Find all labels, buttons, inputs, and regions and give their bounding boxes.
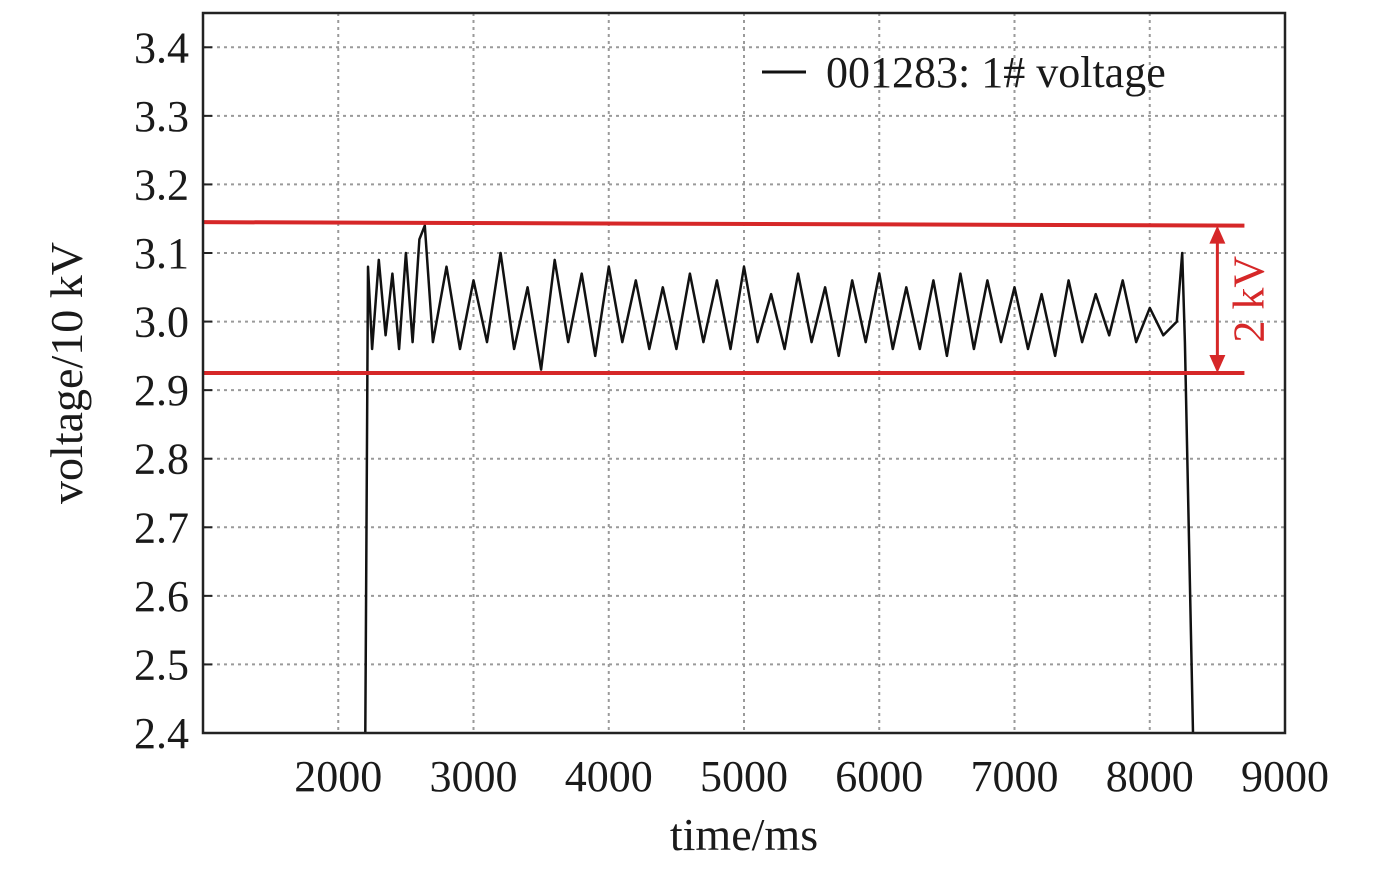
y-tick-label: 3.0 bbox=[134, 298, 189, 347]
x-tick-label: 5000 bbox=[700, 752, 788, 801]
x-tick-label: 8000 bbox=[1106, 752, 1194, 801]
y-tick-label: 3.3 bbox=[134, 92, 189, 141]
y-tick-label: 2.5 bbox=[134, 640, 189, 689]
series-line bbox=[364, 224, 1195, 734]
annotation-layer: 2 kV bbox=[1209, 225, 1273, 373]
y-tick-label: 3.2 bbox=[134, 160, 189, 209]
y-tick-label: 2.6 bbox=[134, 572, 189, 621]
x-tick-label: 9000 bbox=[1241, 752, 1329, 801]
reference-line bbox=[202, 220, 1245, 228]
y-tick-label: 2.9 bbox=[134, 366, 189, 415]
y-tick-label: 3.4 bbox=[134, 23, 189, 72]
x-tick-label: 7000 bbox=[971, 752, 1059, 801]
y-tick-label: 2.4 bbox=[134, 709, 189, 758]
x-tick-label: 3000 bbox=[430, 752, 518, 801]
x-tick-label: 6000 bbox=[835, 752, 923, 801]
annotation-arrow-head-up bbox=[1209, 225, 1226, 244]
x-tick-label: 4000 bbox=[565, 752, 653, 801]
annotation-label: 2 kV bbox=[1224, 256, 1273, 343]
y-axis-label: voltage/10 kV bbox=[41, 242, 92, 504]
y-tick-label: 3.1 bbox=[134, 229, 189, 278]
y-tick-label: 2.8 bbox=[134, 435, 189, 484]
plot-frame bbox=[201, 11, 1287, 735]
y-tick-label: 2.7 bbox=[134, 503, 189, 552]
legend-entry-label: 001283: 1# voltage bbox=[826, 48, 1166, 97]
series-layer bbox=[364, 224, 1195, 734]
x-axis-label: time/ms bbox=[670, 809, 818, 860]
x-tick-label: 2000 bbox=[294, 752, 382, 801]
reference-lines bbox=[202, 220, 1245, 375]
annotation-arrow-head-down bbox=[1209, 355, 1226, 373]
ticks: 2000 3000 4000 5000 6000 7000 8000 9000 2.4 2.5 2.… bbox=[134, 23, 1329, 801]
legend: 001283: 1# voltage bbox=[762, 48, 1166, 97]
